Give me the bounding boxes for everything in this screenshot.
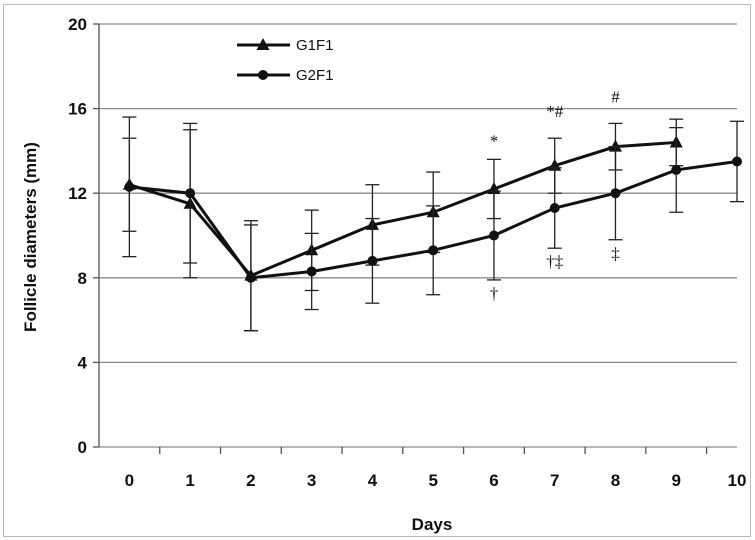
x-tick-label: 2 xyxy=(246,471,255,490)
annotation-layer: * *# # † †‡ ‡ xyxy=(490,87,621,303)
circle-marker xyxy=(245,272,256,283)
grid-layer xyxy=(99,23,737,448)
y-tick-label: 12 xyxy=(68,184,87,203)
circle-marker xyxy=(306,266,317,277)
x-tick-label: 7 xyxy=(550,471,559,490)
y-tick-label: 0 xyxy=(78,438,87,457)
series-G2F1 xyxy=(122,116,744,332)
legend-triangle-marker xyxy=(256,38,270,50)
x-tick-label: 5 xyxy=(428,471,437,490)
chart-frame xyxy=(3,4,751,537)
significance-annotation: # xyxy=(611,87,620,106)
x-axis-title: Days xyxy=(412,515,453,534)
significance-annotation: ‡ xyxy=(611,244,620,263)
significance-annotation: *# xyxy=(546,102,564,121)
series-layer xyxy=(122,116,744,332)
circle-marker xyxy=(671,164,682,175)
triangle-marker xyxy=(608,139,622,152)
circle-marker xyxy=(185,188,196,199)
circle-marker xyxy=(549,203,560,214)
circle-marker xyxy=(428,245,439,256)
y-tick-label: 4 xyxy=(78,353,88,372)
x-tick-label: 6 xyxy=(489,471,498,490)
x-tick-label: 1 xyxy=(185,471,194,490)
y-axis-title: Follicle diameters (mm) xyxy=(21,142,40,332)
series-line xyxy=(128,140,677,278)
x-tick-label: 10 xyxy=(728,471,747,490)
y-tick-label: 20 xyxy=(68,15,87,34)
series-G1F1 xyxy=(122,118,684,332)
significance-annotation: * xyxy=(490,132,499,151)
legend-label: G1F1 xyxy=(296,37,334,54)
x-tick-label: 3 xyxy=(307,471,316,490)
legend-circle-marker xyxy=(258,70,268,80)
x-tick-label: 9 xyxy=(672,471,681,490)
x-tick-label: 0 xyxy=(125,471,134,490)
circle-marker xyxy=(610,188,621,199)
circle-marker xyxy=(367,255,378,266)
significance-annotation: †‡ xyxy=(546,252,563,271)
legend: G1F1 G2F1 xyxy=(237,37,334,84)
y-tick-label: 16 xyxy=(68,100,87,119)
x-tick-label: 8 xyxy=(611,471,620,490)
circle-marker xyxy=(732,156,742,167)
x-tick-label: 4 xyxy=(368,471,378,490)
circle-marker xyxy=(124,181,135,192)
y-tick-label: 8 xyxy=(78,269,87,288)
significance-annotation: † xyxy=(490,284,499,303)
circle-marker xyxy=(488,230,499,241)
legend-label: G2F1 xyxy=(296,67,334,84)
